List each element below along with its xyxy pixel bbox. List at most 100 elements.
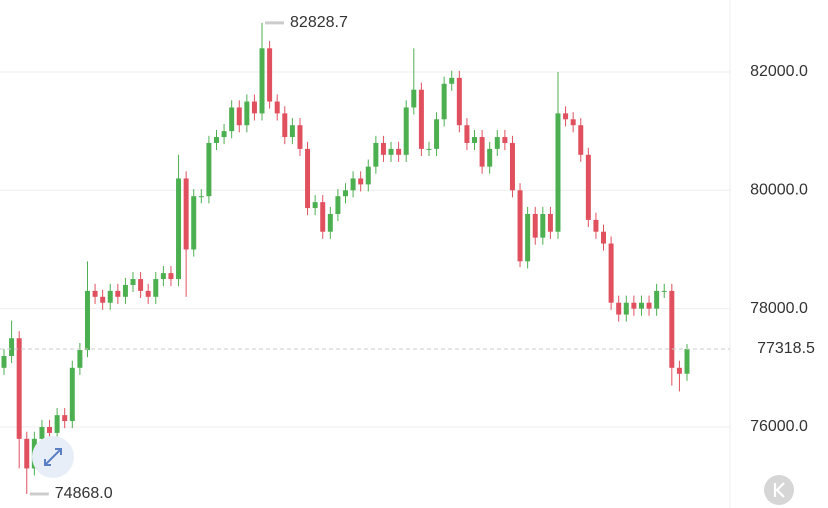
candle-body [92, 290, 98, 297]
candle-body [176, 178, 182, 280]
candle-body [373, 142, 379, 167]
candle-body [229, 107, 235, 132]
y-tick-label: 78000.0 [750, 300, 808, 317]
candle-body [39, 426, 45, 439]
candle-body [623, 302, 629, 315]
candle-body [130, 279, 136, 285]
candle-body [563, 113, 569, 120]
candle-body [160, 273, 166, 280]
candle-body [585, 154, 591, 220]
candle-body [388, 148, 394, 155]
candle-body [198, 196, 204, 198]
candle-body [350, 178, 356, 191]
candle-body [684, 348, 690, 374]
scroll-latest-bg[interactable] [764, 475, 794, 505]
candle-body [244, 101, 250, 126]
candle-body [343, 190, 348, 197]
y-tick-label: 80000.0 [750, 182, 808, 199]
last-price-label: 77318.5 [757, 340, 815, 357]
candle-body [654, 290, 660, 309]
candle-body [282, 113, 288, 138]
candle-body [267, 48, 273, 102]
candle-body [532, 213, 538, 238]
candle-body [54, 415, 60, 433]
candle-body [517, 190, 523, 262]
candle-body [206, 142, 212, 197]
candle-body [631, 302, 637, 309]
candle-body [62, 415, 68, 422]
candle-body [509, 142, 515, 191]
candle-body [236, 107, 242, 126]
candle-body [365, 166, 371, 185]
scroll-latest-button[interactable] [764, 475, 794, 505]
candle-body [464, 125, 470, 143]
candle-body [578, 125, 584, 155]
candle-body [661, 290, 667, 292]
candle-body [115, 290, 121, 297]
candle-body [380, 142, 386, 155]
candle-body [358, 178, 364, 185]
candle-body [274, 101, 280, 114]
candle-body [77, 350, 83, 368]
candle-body [100, 296, 106, 303]
candle-body [251, 101, 257, 114]
candle-body [676, 367, 682, 374]
candle-body [418, 89, 424, 149]
candle-body [191, 196, 197, 250]
candle-body [487, 148, 493, 167]
candle-body [289, 125, 295, 138]
candle-body [213, 137, 219, 143]
candle-body [320, 202, 326, 232]
candle-body [335, 196, 341, 214]
candle-body [540, 213, 546, 238]
high-marker-label: 82828.7 [290, 14, 348, 31]
candle-body [434, 119, 440, 149]
candle-body [449, 77, 455, 84]
last-price-bg [738, 336, 826, 361]
low-marker-label: 74868.0 [55, 485, 113, 502]
candle-body [502, 137, 508, 143]
candle-body [441, 83, 447, 120]
candle-body [84, 290, 90, 351]
candle-body [616, 302, 622, 315]
candle-body [16, 338, 22, 439]
candle-body [259, 48, 265, 114]
y-tick-label: 82000.0 [750, 63, 808, 80]
candle-body [327, 213, 333, 232]
candle-body [305, 148, 311, 209]
expand-button[interactable] [32, 436, 74, 478]
candle-body [396, 148, 402, 155]
candle-body [297, 125, 303, 149]
candle-body [145, 290, 151, 297]
candle-body [168, 273, 174, 280]
candle-body [555, 113, 561, 232]
labels: 76000.0 78000.0 80000.0 82000.0 82828.7 74868… [0, 14, 826, 502]
candle-body [646, 302, 652, 309]
candle-body [153, 279, 159, 297]
candle-body [601, 231, 607, 244]
candle-body [122, 284, 128, 297]
candle-body [69, 367, 75, 422]
candle-body [47, 426, 53, 433]
candle-body [312, 202, 318, 209]
candle-body [669, 290, 675, 368]
candle-body [608, 243, 614, 303]
candle-body [570, 119, 576, 126]
candle-body [403, 107, 409, 155]
expand-icon [44, 448, 62, 466]
candle-body [411, 89, 417, 108]
candle-body [426, 148, 432, 150]
y-tick-label: 76000.0 [750, 418, 808, 435]
candle-body [479, 137, 485, 167]
candle-body [638, 302, 644, 309]
candle-body [547, 213, 553, 232]
candle-body [107, 290, 113, 303]
candle-body [525, 213, 531, 262]
grid [0, 71, 730, 428]
candle-body [1, 355, 7, 368]
scroll-latest-icon [773, 482, 785, 498]
candle-body [456, 77, 462, 126]
candle-body [138, 279, 144, 291]
